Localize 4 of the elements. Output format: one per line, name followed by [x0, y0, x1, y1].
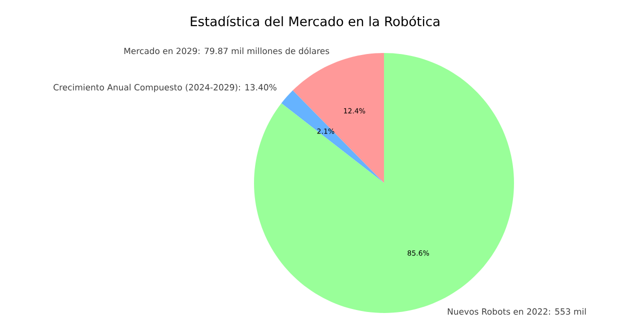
slice-label: Mercado en 2029: 79.87 mil millones de dólares [124, 47, 330, 54]
slice-label: Nuevos Robots en 2022: 553 mil [448, 308, 586, 315]
chart-title: Estadística del Mercado en la Robótica [190, 16, 440, 26]
slice-label: Crecimiento Anual Compuesto (2024-2029): 13.40% [54, 84, 276, 92]
